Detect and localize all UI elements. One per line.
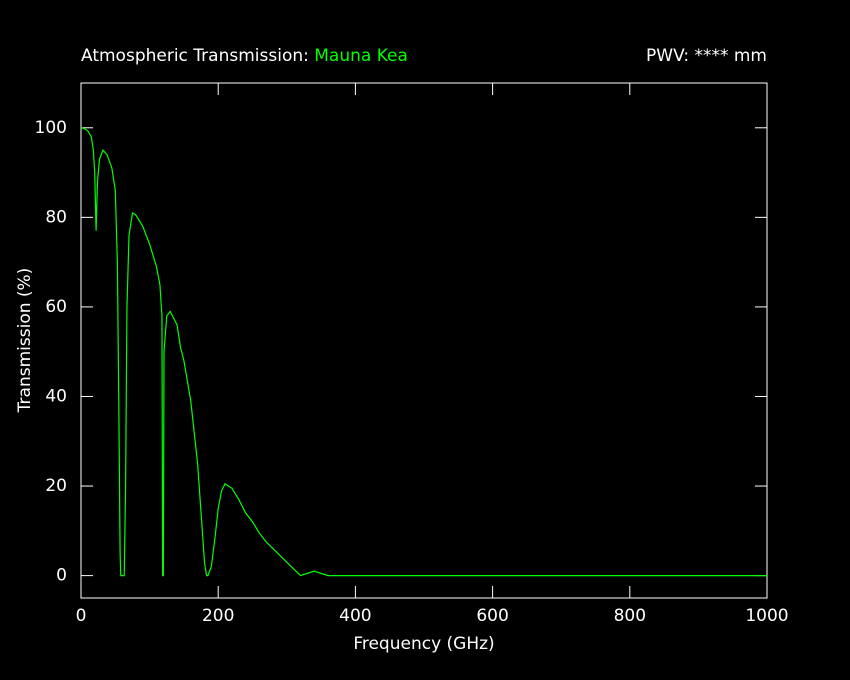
x-axis-label: Frequency (GHz) <box>353 634 494 654</box>
x-tick-label: 0 <box>76 606 87 626</box>
transmission-line <box>80 127 767 577</box>
y-tick-label: 40 <box>45 386 67 406</box>
x-tick-label: 200 <box>202 606 234 626</box>
x-tick-label: 400 <box>339 606 371 626</box>
x-tick-label: 600 <box>476 606 508 626</box>
y-axis-label: Transmission (%) <box>15 268 35 414</box>
y-tick-label: 80 <box>45 207 67 227</box>
y-tick-label: 100 <box>35 118 67 138</box>
y-tick-label: 60 <box>45 297 67 317</box>
site-name: Mauna Kea <box>314 46 408 66</box>
plot-frame <box>80 82 768 599</box>
x-tick-label: 1000 <box>745 606 788 626</box>
y-tick-label: 20 <box>45 476 67 496</box>
annotation: PWV: **** mm <box>646 46 767 66</box>
x-tick-label: 800 <box>614 606 646 626</box>
title-text: Atmospheric Transmission: <box>81 46 309 66</box>
y-tick-label: 0 <box>56 566 67 586</box>
chart-title: Atmospheric Transmission: Mauna Kea <box>81 46 408 66</box>
